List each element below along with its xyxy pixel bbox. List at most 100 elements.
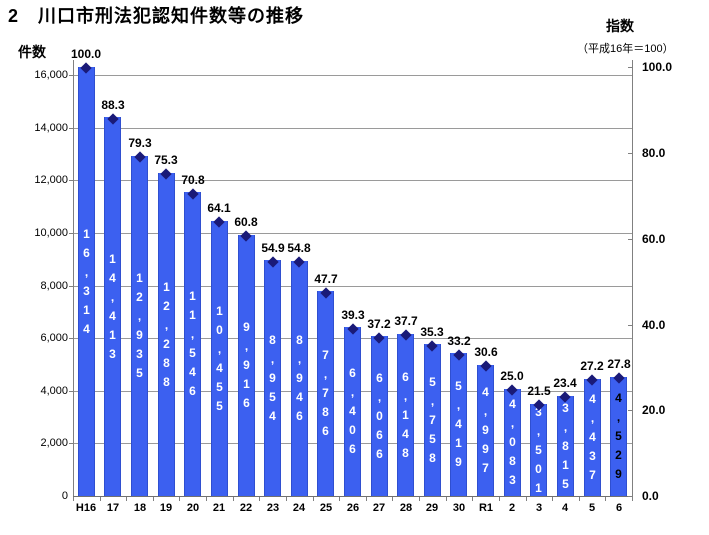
right-axis-subtitle: （平成16年＝100）: [577, 43, 674, 55]
bar-value-char: 8: [402, 445, 409, 460]
bar-value-char: 6: [349, 366, 356, 380]
category-tick-label: 6: [615, 502, 623, 514]
bar-value-char: 2: [163, 298, 170, 313]
index-value-label: 88.3: [101, 98, 125, 112]
bar: [504, 389, 521, 496]
bar-value-char: 6: [243, 396, 250, 410]
bar: [397, 334, 414, 496]
left-axis-tick: [69, 338, 74, 339]
bar-value-char: 4: [296, 390, 303, 404]
bar-value-char: ,: [137, 309, 142, 323]
bar: [371, 336, 388, 496]
bar-value-char: 7: [322, 348, 329, 362]
bar-value-char: 6: [322, 424, 329, 438]
index-value-label: 27.2: [580, 359, 604, 373]
bar-value-char: 4: [109, 270, 116, 285]
bar-value-char: 4: [109, 308, 116, 323]
bar-value-label: 1 0, 4 5 5: [209, 221, 230, 496]
category-tick-label: 25: [319, 502, 333, 514]
category-tick-label: R1: [478, 502, 494, 514]
category-tick-label: 26: [346, 502, 360, 514]
category-tick-label: 20: [186, 502, 200, 514]
left-axis-tick: [69, 128, 74, 129]
left-axis-tick: [69, 233, 74, 234]
bar-value-char: 9: [243, 320, 250, 334]
bar-value-char: 5: [216, 398, 223, 413]
bar-value-char: 7: [322, 386, 329, 400]
category-tick-label: 23: [266, 502, 280, 514]
index-value-label: 21.5: [527, 384, 551, 398]
bar-value-char: 0: [535, 461, 542, 476]
bar-value-char: 8: [429, 450, 436, 465]
gridline: [73, 180, 632, 181]
bar-value-char: 7: [429, 412, 436, 427]
left-axis-tick: [69, 443, 74, 444]
bar-value-label: 6, 0 6 6: [369, 336, 390, 496]
bar-value-char: 9: [136, 328, 143, 342]
bar-value-char: 5: [535, 442, 542, 457]
bar-value-char: 3: [109, 346, 116, 361]
bar-value-char: ,: [84, 264, 89, 279]
bar-value-char: 5: [562, 476, 569, 491]
bar-value-char: 8: [269, 332, 276, 347]
index-value-label: 70.8: [181, 173, 205, 187]
bar-value-char: 9: [482, 423, 489, 437]
left-axis-tick: [69, 180, 74, 181]
bar-value-label: 9, 9 1 6: [236, 235, 257, 496]
bar-value-char: 7: [589, 468, 596, 482]
bar-value-char: 4: [589, 430, 596, 444]
bar-value-char: ,: [323, 367, 328, 381]
index-value-label: 54.8: [287, 241, 311, 255]
bottom-axis-tick: [366, 497, 367, 501]
gridline: [73, 75, 632, 76]
bar-value-char: 3: [562, 400, 569, 415]
index-value-label: 75.3: [154, 153, 178, 167]
bar-value-char: ,: [190, 327, 195, 341]
bar: [344, 327, 361, 496]
category-tick-label: 22: [239, 502, 253, 514]
bottom-axis-tick: [126, 497, 127, 501]
bar-value-char: 5: [136, 366, 143, 380]
index-value-label: 27.8: [607, 357, 631, 371]
bottom-axis-tick: [526, 497, 527, 501]
gridline: [73, 286, 632, 287]
right-axis-tick-label: 20.0: [642, 403, 666, 417]
bar-value-char: 5: [269, 389, 276, 404]
right-axis-line: [632, 60, 633, 496]
bar: [158, 173, 175, 496]
bar-value-char: 4: [189, 365, 196, 379]
bar-value-char: 2: [136, 290, 143, 304]
bottom-axis-tick: [313, 497, 314, 501]
bar: [264, 260, 281, 496]
index-value-label: 100.0: [70, 47, 102, 61]
left-axis-tick-label: 6,000: [40, 332, 68, 344]
right-axis-tick: [628, 325, 633, 326]
category-tick-label: H16: [75, 502, 97, 514]
bar: [450, 353, 467, 496]
bar-value-label: 6, 4 0 6: [342, 327, 363, 496]
right-axis-tick-label: 60.0: [642, 232, 666, 246]
left-axis-tick: [69, 286, 74, 287]
bar: [610, 377, 627, 496]
bar-value-char: 5: [216, 379, 223, 394]
right-axis-tick: [628, 67, 633, 68]
bar-value-char: 1: [562, 457, 569, 472]
bar-value-char: 9: [269, 370, 276, 385]
bar-value-char: 6: [376, 370, 383, 385]
bar-value-label: 1 4, 4 1 3: [102, 117, 123, 496]
bar-value-label: 1 2, 2 8 8: [156, 173, 177, 496]
bar-value-char: 4: [269, 408, 276, 423]
left-axis-title: 件数: [18, 44, 46, 60]
bar-value-char: ,: [297, 352, 302, 366]
bar-value-char: 4: [83, 321, 90, 336]
index-value-label: 33.2: [447, 334, 471, 348]
bar-value-label: 4, 9 9 7: [475, 365, 496, 496]
left-axis-tick-label: 16,000: [34, 69, 68, 81]
bottom-axis-tick: [499, 497, 500, 501]
gridline: [73, 233, 632, 234]
bottom-axis-tick: [206, 497, 207, 501]
bar: [211, 221, 228, 496]
bar: [584, 379, 601, 496]
